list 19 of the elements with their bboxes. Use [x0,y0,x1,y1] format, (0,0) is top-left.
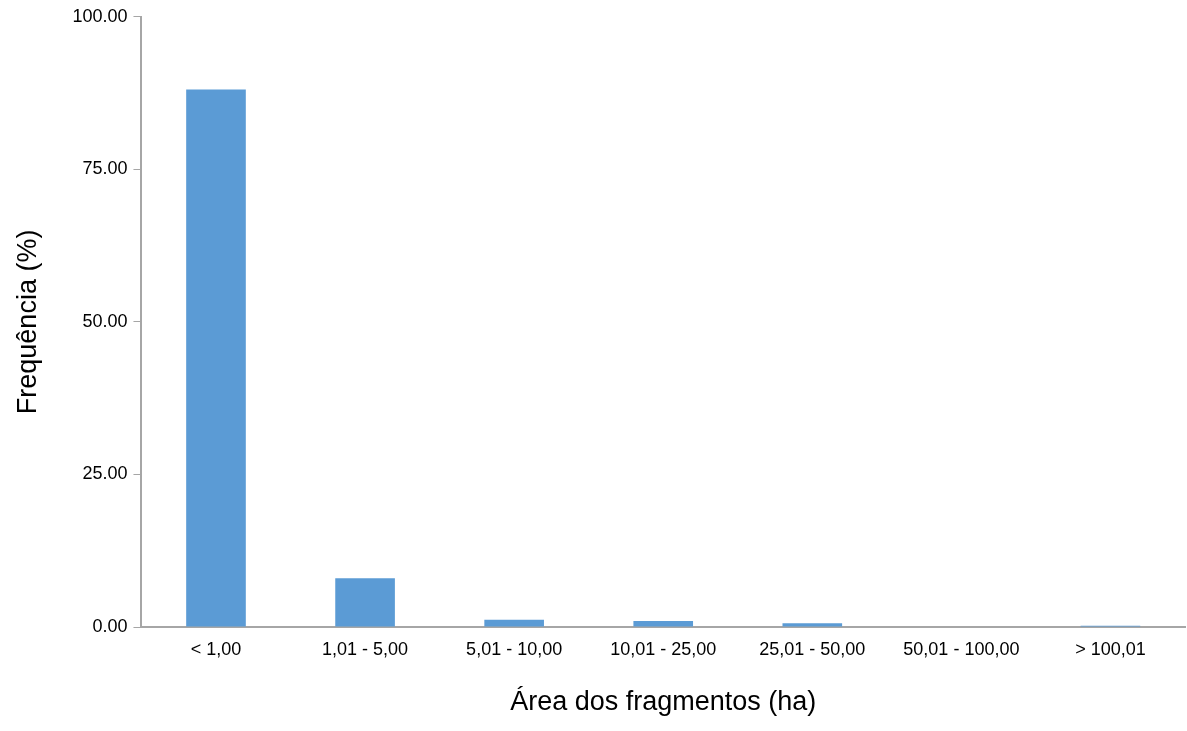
bar [484,619,544,627]
y-axis-title: Frequência (%) [11,229,42,415]
x-tick-label: 25,01 - 50,00 [759,638,866,659]
x-tick-label: 10,01 - 25,00 [610,638,717,659]
x-tick-label: 5,01 - 10,00 [466,638,563,659]
x-tick-label: 1,01 - 5,00 [322,638,409,659]
x-axis-title: Área dos fragmentos (ha) [510,686,817,717]
x-tick-label: < 1,00 [190,638,242,659]
y-tick-label: 100.00 [72,5,128,26]
bar [186,89,246,627]
y-tick-label: 0.00 [92,615,128,636]
y-tick-label: 75.00 [82,158,128,179]
bar [633,620,694,627]
y-tick-label: 50.00 [82,310,128,331]
y-tick-label: 25.00 [82,463,128,484]
bar [782,623,843,627]
x-tick-label: 50,01 - 100,00 [903,638,1020,659]
bar [335,578,395,627]
x-tick-label: > 100,01 [1075,638,1146,659]
